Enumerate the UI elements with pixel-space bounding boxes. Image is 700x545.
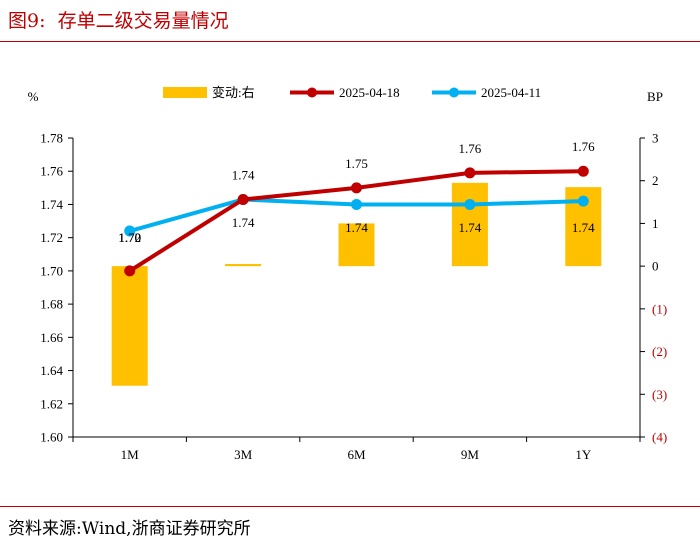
left-tick-label: 1.76 (40, 164, 63, 179)
x-tick-label-9M: 9M (461, 447, 480, 462)
source-note: 资料来源:Wind,浙商证券研究所 (8, 519, 251, 539)
bar-data-label-9M: 1.74 (459, 220, 482, 235)
line-data-label-1M: 1.70 (118, 230, 141, 245)
x-tick-label-6M: 6M (347, 447, 366, 462)
point-2025-04-11-1Y (577, 195, 589, 207)
right-tick-label: 3 (652, 131, 659, 146)
point-2025-04-18-1M (124, 265, 136, 277)
legend-label-2025-04-11: 2025-04-11 (481, 85, 541, 100)
left-tick-label: 1.72 (40, 230, 63, 245)
legend-swatch-change (163, 87, 207, 98)
legend-label-2025-04-18: 2025-04-18 (339, 85, 400, 100)
right-tick-label: 0 (652, 259, 659, 274)
right-tick-label: (1) (652, 301, 667, 316)
right-tick-label: 1 (652, 216, 659, 231)
bar-data-label-1Y: 1.74 (572, 220, 595, 235)
left-tick-label: 1.68 (40, 297, 63, 312)
line2-data-label-1M: 1.72 (118, 230, 141, 245)
left-tick-label: 1.62 (40, 396, 63, 411)
figure-label: 图9: (8, 10, 46, 32)
right-axis-unit: BP (647, 89, 663, 104)
point-2025-04-18-9M (464, 167, 476, 179)
bar-data-label-6M: 1.74 (345, 220, 368, 235)
legend-label-change: 变动:右 (212, 85, 255, 100)
x-tick-label-1Y: 1Y (575, 447, 592, 462)
right-tick-label: 2 (652, 173, 659, 188)
bar-change-1M (111, 266, 148, 386)
point-2025-04-11-1M (124, 225, 136, 237)
bar-change-3M (225, 264, 262, 267)
right-tick-label: (2) (652, 344, 667, 359)
right-tick-label: (3) (652, 387, 667, 402)
left-tick-label: 1.78 (40, 131, 63, 146)
bar-change-6M (338, 223, 375, 267)
figure-title-text: 存单二级交易量情况 (57, 10, 229, 32)
point-2025-04-18-6M (351, 182, 362, 194)
line-data-label-3M: 1.74 (232, 167, 255, 182)
left-tick-label: 1.60 (40, 430, 63, 445)
left-tick-label: 1.66 (40, 330, 63, 345)
figure-title: 图9: 存单二级交易量情况 (8, 6, 229, 33)
legend-marker-2025-04-11 (449, 87, 459, 98)
x-tick-label-1M: 1M (121, 447, 140, 462)
title-divider (0, 41, 700, 42)
line-data-label-6M: 1.75 (345, 156, 368, 171)
bar-data-label-3M: 1.74 (232, 215, 255, 230)
bar-data-label-1M: 1.70 (118, 230, 141, 245)
left-axis-unit: % (28, 89, 39, 104)
right-tick-label: (4) (652, 430, 667, 445)
left-tick-label: 1.74 (40, 197, 63, 212)
point-2025-04-18-3M (237, 193, 249, 205)
bar-change-9M (451, 182, 488, 267)
point-2025-04-11-6M (351, 198, 362, 210)
x-tick-label-3M: 3M (234, 447, 253, 462)
point-2025-04-18-1Y (577, 165, 589, 177)
legend-marker-2025-04-18 (307, 87, 317, 98)
line-data-label-1Y: 1.76 (572, 139, 595, 154)
line-data-label-9M: 1.76 (459, 141, 482, 156)
source-divider (0, 506, 700, 507)
left-tick-label: 1.64 (40, 363, 63, 378)
point-2025-04-11-9M (464, 198, 476, 210)
left-tick-label: 1.70 (40, 263, 63, 278)
